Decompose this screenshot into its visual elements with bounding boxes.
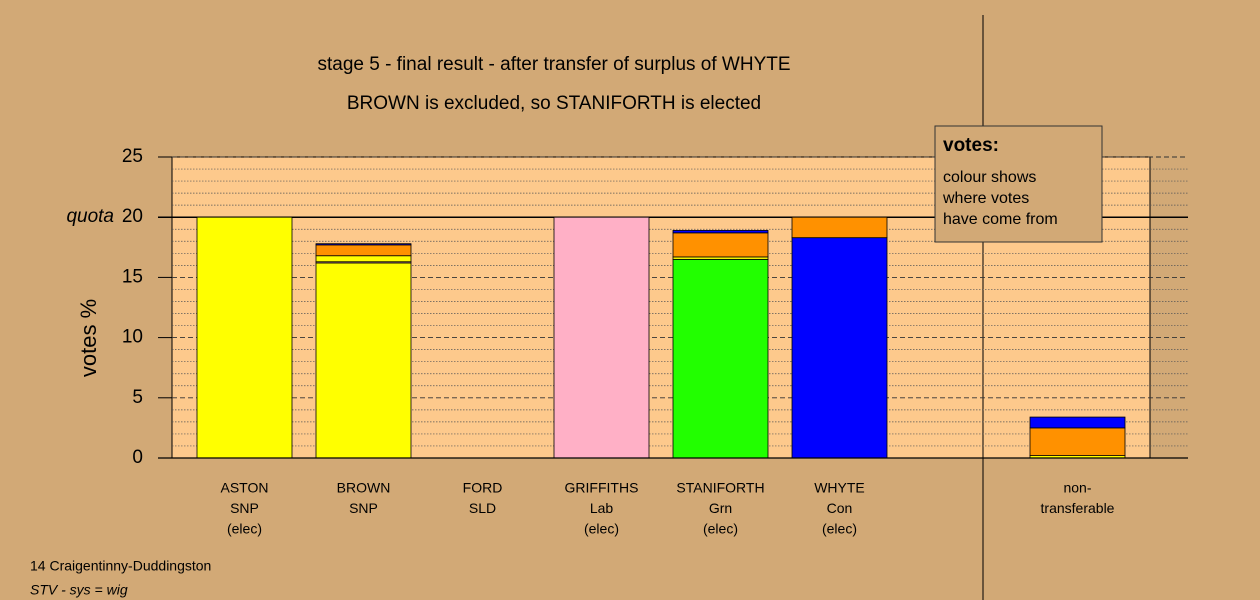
bar-segment — [196, 216, 293, 459]
bar-segment — [315, 262, 412, 459]
bar-segment — [672, 230, 769, 234]
y-tick-label: 25 — [122, 146, 143, 167]
y-tick-label: 5 — [132, 387, 143, 408]
bar-segment — [672, 258, 769, 459]
x-tick-label: (elec) — [703, 521, 738, 537]
y-tick-label: 20 — [122, 206, 143, 227]
bar-segment — [672, 232, 769, 258]
legend-text: colour shows — [943, 169, 1036, 186]
x-tick-label: SLD — [469, 500, 496, 516]
x-tick-label: Lab — [590, 500, 614, 516]
x-tick-label: STANIFORTH — [676, 480, 764, 496]
chart-subtitle: BROWN is excluded, so STANIFORTH is elec… — [347, 93, 761, 114]
bar-segment — [1029, 427, 1126, 456]
x-tick-label: ASTON — [221, 480, 269, 496]
x-tick-label: Con — [827, 500, 853, 516]
legend-box — [934, 125, 1103, 243]
legend-text: where votes — [942, 190, 1029, 207]
chart-title: stage 5 - final result - after transfer … — [317, 54, 790, 75]
bar-segment — [553, 216, 650, 459]
legend-text: have come from — [943, 211, 1058, 228]
x-tick-label: (elec) — [227, 521, 262, 537]
bar-segment — [315, 243, 412, 246]
footer: 14 Craigentinny-Duddingston — [30, 558, 211, 574]
marks: 0 5 10 15 20 25 quota ASTON SNP (elec) BROWN SNP FOR… — [66, 146, 1188, 537]
x-tick-label: non- — [1063, 480, 1091, 496]
bar-segment — [315, 244, 412, 257]
bar-segment — [315, 255, 412, 263]
quota-label: quota — [66, 206, 114, 227]
y-tick-label: 10 — [122, 327, 143, 348]
x-tick-label: SNP — [349, 500, 378, 516]
x-tick-label: Grn — [709, 500, 732, 516]
x-tick-label: (elec) — [584, 521, 619, 537]
bar-segment — [791, 237, 888, 459]
x-tick-label: GRIFFITHS — [565, 480, 639, 496]
x-tick-label: WHYTE — [814, 480, 865, 496]
footer: STV - sys = wig — [30, 582, 128, 598]
y-tick-label: 0 — [132, 447, 143, 468]
x-tick-label: transferable — [1041, 500, 1115, 516]
legend-title: votes: — [943, 135, 999, 156]
x-tick-label: FORD — [463, 480, 503, 496]
x-tick-label: BROWN — [337, 480, 391, 496]
y-tick-label: 15 — [122, 266, 143, 287]
x-tick-label: (elec) — [822, 521, 857, 537]
bar-segment — [1029, 416, 1126, 429]
bar-segment — [791, 216, 888, 239]
x-tick-label: SNP — [230, 500, 259, 516]
y-axis-label: votes % — [76, 299, 101, 377]
